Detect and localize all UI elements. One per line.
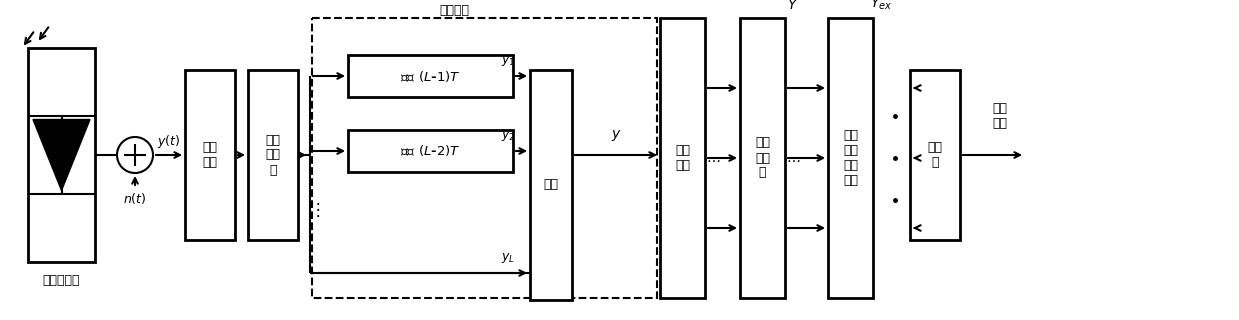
Text: $n(t)$: $n(t)$ xyxy=(123,191,146,206)
Text: …: … xyxy=(786,151,800,165)
Text: 符号合并: 符号合并 xyxy=(440,4,470,17)
Bar xyxy=(909,70,960,240)
Bar xyxy=(28,48,95,262)
Bar xyxy=(312,18,657,298)
Text: $y(t)$: $y(t)$ xyxy=(157,132,181,149)
Text: …: … xyxy=(706,151,720,165)
Text: 调制
器: 调制 器 xyxy=(928,141,943,169)
Text: 傅里
叶变
换: 傅里 叶变 换 xyxy=(755,137,769,180)
Text: $y_1$: $y_1$ xyxy=(501,54,515,68)
Bar xyxy=(828,18,873,298)
Bar xyxy=(530,70,572,300)
Text: 延迟 $(L$-$1)T$: 延迟 $(L$-$1)T$ xyxy=(400,68,461,84)
Text: 频域
信息
均衡
提取: 频域 信息 均衡 提取 xyxy=(843,129,857,187)
Text: ⋮: ⋮ xyxy=(310,201,326,219)
Text: $y_L$: $y_L$ xyxy=(501,251,515,265)
Bar xyxy=(348,55,513,97)
Text: $Y$: $Y$ xyxy=(787,0,799,12)
Text: 数模
转换: 数模 转换 xyxy=(202,141,218,169)
Bar xyxy=(660,18,705,298)
Text: 相加: 相加 xyxy=(544,179,559,191)
Circle shape xyxy=(116,137,152,173)
Text: 串并
转换: 串并 转换 xyxy=(675,144,690,172)
Text: $y_2$: $y_2$ xyxy=(501,129,515,143)
Bar xyxy=(348,130,513,172)
Text: 恢复
序列: 恢复 序列 xyxy=(992,102,1007,130)
Bar xyxy=(740,18,786,298)
Text: $y$: $y$ xyxy=(611,128,622,143)
Polygon shape xyxy=(33,119,90,190)
Bar xyxy=(185,70,235,240)
Text: 延迟 $(L$-$2)T$: 延迟 $(L$-$2)T$ xyxy=(400,143,461,158)
Text: 删循
环前
缀: 删循 环前 缀 xyxy=(265,133,280,177)
Bar xyxy=(248,70,299,240)
Text: $Y_{ex}$: $Y_{ex}$ xyxy=(870,0,892,12)
Text: 光电检测器: 光电检测器 xyxy=(43,274,81,286)
